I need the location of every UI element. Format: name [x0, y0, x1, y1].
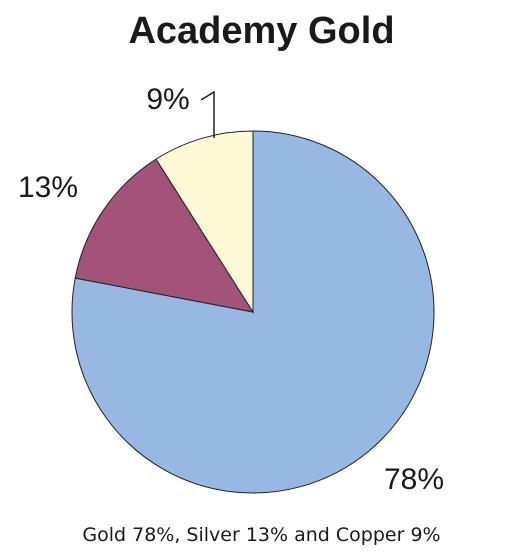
slice-leader-line	[200, 90, 215, 138]
chart-caption: Gold 78%, Silver 13% and Copper 9%	[82, 524, 441, 546]
slice-label: 13%	[18, 171, 78, 204]
pie-slice	[71, 130, 435, 494]
pie-slice	[74, 158, 255, 313]
pie-slice	[155, 130, 254, 314]
slice-label: 9%	[146, 83, 189, 116]
chart-title: Academy Gold	[128, 10, 395, 52]
slice-label: 78%	[384, 463, 444, 496]
